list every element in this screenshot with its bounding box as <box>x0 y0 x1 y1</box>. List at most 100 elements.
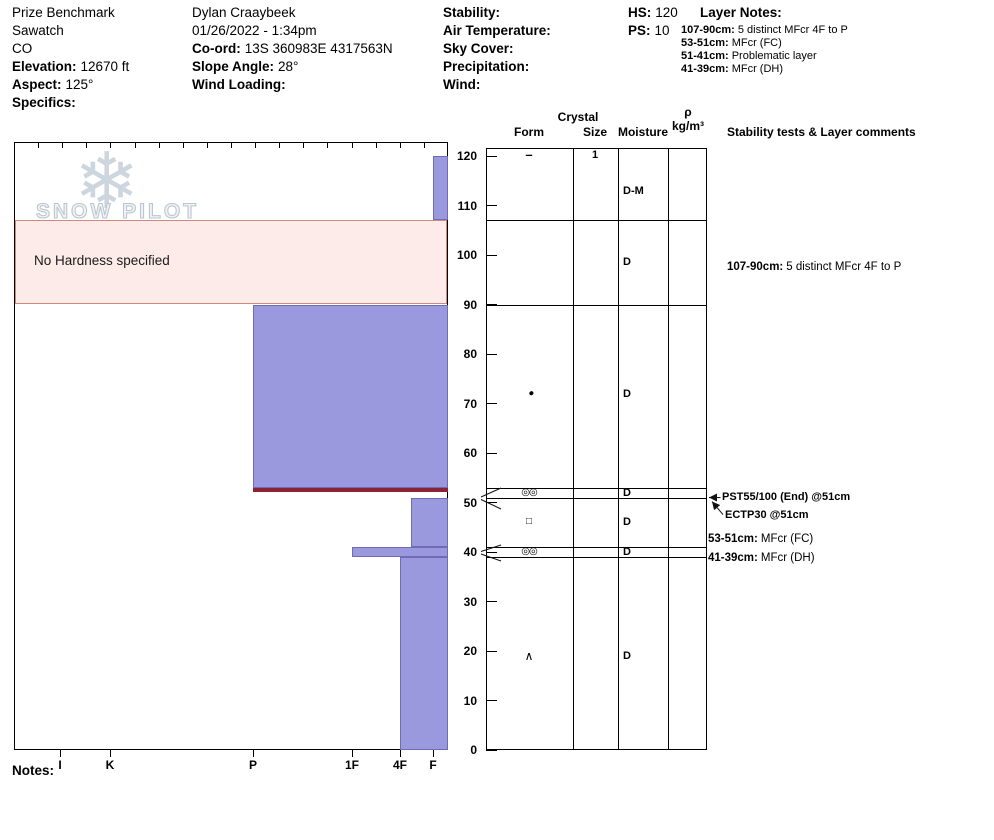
hardness-axis-label: I <box>58 758 62 772</box>
moisture-value: D <box>623 546 631 558</box>
sky-cover-row: Sky Cover: <box>443 40 555 58</box>
precipitation-row: Precipitation: <box>443 58 555 76</box>
layer-note-item: 41-39cm: MFcr (DH) <box>681 63 848 76</box>
layer-notes-title: Layer Notes: <box>700 5 782 20</box>
top-scale-tick <box>303 142 305 148</box>
air-temperature-row: Air Temperature: <box>443 22 555 40</box>
layer-note-text: MFcr (DH) <box>731 63 784 75</box>
density-unit-header: kg/m³ <box>671 119 704 133</box>
ect-test-label: ECTP30 @51cm <box>725 508 809 521</box>
layer-note-range: 51-41cm: <box>681 50 729 62</box>
notes-label: Notes: <box>12 763 55 778</box>
depth-tick-label: 30 <box>463 594 477 609</box>
grain-form-mfcr-icon: ◎◎ <box>521 486 537 498</box>
depth-tick <box>486 254 497 256</box>
layer-note-range: 107-90cm: <box>681 24 735 36</box>
top-scale-tick <box>158 142 160 148</box>
hardness-layer-bar <box>433 156 448 221</box>
state: CO <box>12 40 129 58</box>
depth-tick-label: 120 <box>456 149 477 163</box>
layer-boundary-line <box>486 547 707 549</box>
site-info-column: Prize Benchmark Sawatch CO Elevation: 126… <box>12 4 129 112</box>
hardness-axis-tick <box>253 750 254 757</box>
layer-note-range: 53-51cm: <box>681 37 729 49</box>
hardness-layer-bar <box>411 497 448 548</box>
layer-note-text: MFcr (FC) <box>731 37 782 49</box>
depth-tick-label: 20 <box>463 644 477 658</box>
layer-boundary-line <box>486 497 707 499</box>
thin-layer-comment: 41-39cm: MFcr (DH) <box>708 551 815 565</box>
form-size-divider <box>573 148 574 750</box>
top-scale-tick <box>231 142 232 148</box>
layer-of-concern-bar <box>253 487 448 492</box>
depth-tick-label: 10 <box>463 693 477 708</box>
layer-comment-range: 107-90cm: <box>727 261 784 274</box>
hardness-axis-tick <box>110 750 111 757</box>
top-scale-tick <box>62 142 64 148</box>
hardness-axis-label: 4F <box>392 758 407 772</box>
moisture-value: D <box>623 516 631 529</box>
hardness-axis-label: K <box>105 758 115 772</box>
wind-loading-label: Wind Loading: <box>192 77 286 92</box>
observer-column: Dylan Craaybeek 01/26/2022 - 1:34pm Co-o… <box>192 4 393 94</box>
moisture-column-header: Moisture <box>617 125 668 139</box>
top-scale-tick <box>327 142 329 148</box>
hardness-axis-tick <box>433 750 434 757</box>
crystal-panel-frame <box>486 148 707 750</box>
hardness-layer-bar <box>400 556 448 750</box>
thin-layer-comment-text: MFcr (FC) <box>760 532 814 545</box>
depth-tick <box>486 155 497 157</box>
layer-boundary-line <box>486 487 707 489</box>
observer-name-text: Dylan Craaybeek <box>192 5 296 20</box>
depth-tick <box>486 502 497 503</box>
aspect-row: Aspect: 125° <box>12 76 129 94</box>
coord-value: 13S 360983E 4317563N <box>244 41 393 56</box>
top-scale-tick <box>38 142 40 148</box>
slope-angle-row: Slope Angle: 28° <box>192 58 393 76</box>
depth-tick <box>486 551 497 553</box>
thin-layer-comment-range: 53-51cm: <box>708 532 758 545</box>
size-column-header: Size <box>582 125 607 139</box>
top-scale-tick <box>399 142 401 148</box>
hardness-layer-bar <box>352 547 448 557</box>
depth-tick-label: 70 <box>463 396 477 411</box>
depth-tick <box>486 749 497 751</box>
hs-label: HS: <box>628 5 652 20</box>
hs-row: HS: 120 <box>628 4 678 22</box>
depth-tick-label: 80 <box>463 347 477 361</box>
slope-angle-value: 28° <box>278 59 299 74</box>
moisture-value: D <box>623 486 631 499</box>
pit-name: Prize Benchmark <box>12 4 129 22</box>
form-column-header: Form <box>514 125 544 139</box>
depth-tick-label: 60 <box>463 446 477 460</box>
top-scale-tick <box>255 142 257 148</box>
layer-boundary-line <box>486 556 707 558</box>
hardness-axis-label: 1F <box>344 758 359 772</box>
top-scale-tick <box>423 142 425 148</box>
precipitation-label: Precipitation: <box>443 59 530 74</box>
wind-loading-row: Wind Loading: <box>192 76 393 94</box>
layer-note-text: Problematic layer <box>731 50 817 62</box>
observer-name: Dylan Craaybeek <box>192 4 393 22</box>
test-pointer-arrow <box>711 501 724 515</box>
depth-tick-label: 100 <box>456 248 477 262</box>
slope-angle-label: Slope Angle: <box>192 59 275 74</box>
aspect-label: Aspect: <box>12 77 62 92</box>
depth-tick-label: 40 <box>463 545 477 559</box>
snowflake-icon: ❄ <box>74 137 140 225</box>
depth-tick <box>486 650 497 652</box>
top-scale-tick <box>351 142 353 148</box>
depth-tick <box>486 353 497 355</box>
elevation-label: Elevation: <box>12 59 77 74</box>
moisture-value: D <box>623 387 631 400</box>
top-scale-tick <box>86 142 88 148</box>
ps-value: 10 <box>654 23 670 38</box>
comments-column-header: Stability tests & Layer comments <box>727 125 916 139</box>
mountain-range: Sawatch <box>12 22 129 40</box>
depth-tick <box>486 700 497 701</box>
grain-form-depth-hoar-icon: ∧ <box>524 648 534 663</box>
specifics-label: Specifics: <box>12 95 76 110</box>
grain-form-facets-icon: □ <box>525 516 533 528</box>
observation-datetime: 01/26/2022 - 1:34pm <box>192 22 393 40</box>
layer-boundary-line <box>486 304 707 306</box>
